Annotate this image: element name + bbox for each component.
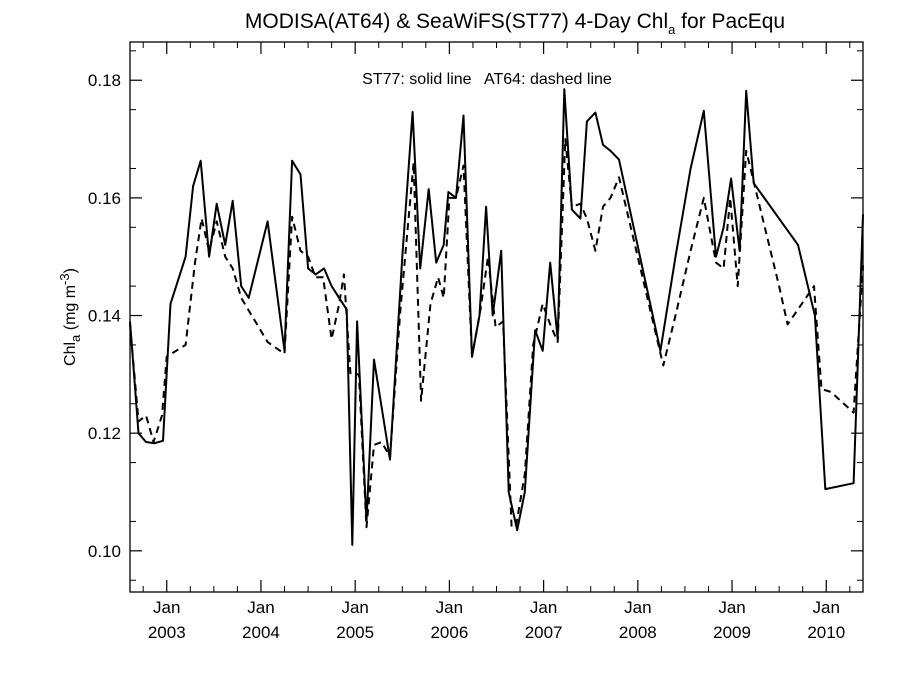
x-tick-month-label: Jan (436, 598, 463, 617)
x-tick-year-label: 2003 (148, 623, 186, 642)
chart-title-subscript: a (668, 22, 676, 37)
x-tick-year-label: 2006 (430, 623, 468, 642)
y-axis-label-superscript: -3 (57, 273, 72, 285)
y-tick-label: 0.14 (88, 307, 121, 326)
x-tick-year-label: 2005 (336, 623, 374, 642)
x-tick-month-label: Jan (530, 598, 557, 617)
y-tick-label: 0.18 (88, 71, 121, 90)
x-tick-month-label: Jan (813, 598, 840, 617)
x-tick-year-label: 2010 (807, 623, 845, 642)
y-axis-label: Chla (mg m-3) (57, 268, 83, 366)
y-axis-label-subscript: a (68, 334, 83, 342)
chart-title-suffix: for PacEqu (675, 10, 785, 33)
x-tick-month-label: Jan (247, 598, 274, 617)
x-tick-month-label: Jan (718, 598, 745, 617)
x-tick-year-label: 2009 (713, 623, 751, 642)
chart-title-main: MODISA(AT64) & SeaWiFS(ST77) 4-Day Chl (245, 10, 668, 33)
series-line-at64 (129, 138, 864, 529)
x-tick-year-label: 2008 (619, 623, 657, 642)
series-layer (129, 88, 864, 546)
y-axis-label-main: Chl (62, 342, 79, 366)
y-tick-label: 0.12 (88, 424, 121, 443)
x-tick-month-label: Jan (153, 598, 180, 617)
series-line-st77 (129, 88, 864, 546)
x-tick-month-label: Jan (341, 598, 368, 617)
x-tick-year-label: 2004 (242, 623, 280, 642)
y-tick-label: 0.16 (88, 189, 121, 208)
x-axis: Jan 2003 Jan 2004 Jan 2005 Jan 2006 Jan 2007 Jan 20… (142, 42, 851, 642)
plot-area-frame (129, 41, 864, 593)
y-axis-label-units: (mg m (62, 285, 79, 335)
chart-title: MODISA(AT64) & SeaWiFS(ST77) 4-Day Chla … (245, 10, 785, 37)
y-tick-label: 0.10 (88, 542, 121, 561)
x-tick-month-label: Jan (624, 598, 651, 617)
y-axis: 0.10 0.12 0.14 0.16 0.18 (88, 50, 863, 581)
y-axis-label-close: ) (62, 268, 79, 273)
line-style-annotation: ST77: solid line AT64: dashed line (362, 71, 612, 88)
x-tick-year-label: 2007 (525, 623, 563, 642)
